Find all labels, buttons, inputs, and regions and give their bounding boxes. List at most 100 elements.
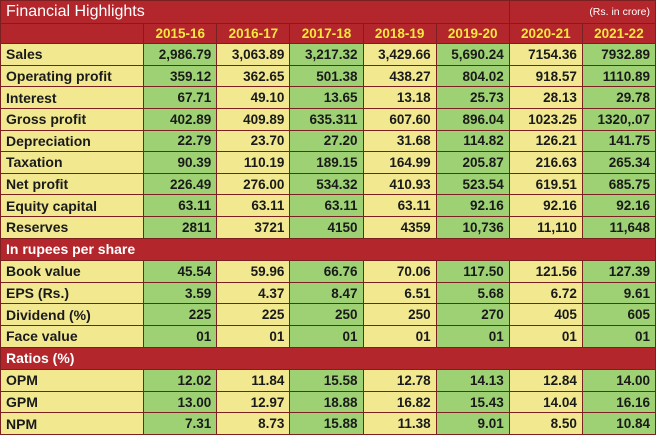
year-header: 2021-22: [581, 22, 656, 45]
table-row: EPS (Rs.) 3.59 4.37 8.47 6.51 5.68 6.72 9.61: [0, 281, 656, 305]
value-cell: 402.89: [143, 107, 218, 131]
value-cell: 1110.89: [581, 64, 656, 88]
row-label: Reserves: [0, 215, 145, 239]
value-cell: 11,648: [581, 215, 656, 239]
value-cell: 16.16: [581, 390, 656, 414]
value-cell: 45.54: [143, 260, 218, 283]
value-cell: 3,429.66: [362, 43, 437, 66]
value-cell: 3,217.32: [289, 43, 364, 66]
year-header: 2016-17: [216, 22, 291, 45]
row-label: Face value: [0, 324, 145, 348]
value-cell: 29.78: [581, 86, 656, 109]
value-cell: 121.56: [508, 260, 583, 283]
year-header: 2015-16: [143, 22, 218, 45]
value-cell: 3.59: [143, 281, 218, 305]
value-cell: 205.87: [435, 151, 510, 174]
value-cell: 7932.89: [581, 43, 656, 66]
value-cell: 1320,.07: [581, 107, 656, 131]
value-cell: 22.79: [143, 129, 218, 153]
row-label: Operating profit: [0, 64, 145, 88]
value-cell: 01: [362, 324, 437, 348]
value-cell: 523.54: [435, 172, 510, 196]
value-cell: 270: [435, 303, 510, 326]
value-cell: 438.27: [362, 64, 437, 88]
value-cell: 8.73: [216, 412, 291, 435]
value-cell: 49.10: [216, 86, 291, 109]
value-cell: 225: [216, 303, 291, 326]
value-cell: 141.75: [581, 129, 656, 153]
value-cell: 117.50: [435, 260, 510, 283]
value-cell: 11.38: [362, 412, 437, 435]
table-row: Equity capital 63.11 63.11 63.11 63.11 92.16 9…: [0, 194, 656, 217]
title-row: Financial Highlights (Rs. in crore): [0, 0, 656, 24]
value-cell: 11.84: [216, 369, 291, 392]
table-row: Operating profit 359.12 362.65 501.38 438.27…: [0, 64, 656, 88]
value-cell: 4150: [289, 215, 364, 239]
row-label: Taxation: [0, 151, 145, 174]
value-cell: 6.72: [508, 281, 583, 305]
year-header: 2019-20: [435, 22, 510, 45]
table-row: Sales 2,986.79 3,063.89 3,217.32 3,429.66 5,6…: [0, 43, 656, 66]
value-cell: 7.31: [143, 412, 218, 435]
value-cell: 15.43: [435, 390, 510, 414]
value-cell: 4359: [362, 215, 437, 239]
value-cell: 14.04: [508, 390, 583, 414]
section-heading: In rupees per share: [0, 237, 656, 262]
year-header: 2018-19: [362, 22, 437, 45]
value-cell: 12.97: [216, 390, 291, 414]
value-cell: 01: [435, 324, 510, 348]
table-row: Gross profit 402.89 409.89 635.311 607.60 896…: [0, 107, 656, 131]
value-cell: 5.68: [435, 281, 510, 305]
value-cell: 15.58: [289, 369, 364, 392]
value-cell: 5,690.24: [435, 43, 510, 66]
value-cell: 409.89: [216, 107, 291, 131]
value-cell: 90.39: [143, 151, 218, 174]
value-cell: 2811: [143, 215, 218, 239]
value-cell: 8.50: [508, 412, 583, 435]
table-row: GPM 13.00 12.97 18.88 16.82 15.43 14.04 16.16: [0, 390, 656, 414]
value-cell: 28.13: [508, 86, 583, 109]
value-cell: 3,063.89: [216, 43, 291, 66]
value-cell: 63.11: [143, 194, 218, 217]
table-row: Depreciation 22.79 23.70 27.20 31.68 114.82 12…: [0, 129, 656, 153]
value-cell: 225: [143, 303, 218, 326]
value-cell: 2,986.79: [143, 43, 218, 66]
value-cell: 01: [143, 324, 218, 348]
value-cell: 11,110: [508, 215, 583, 239]
value-cell: 92.16: [581, 194, 656, 217]
value-cell: 6.51: [362, 281, 437, 305]
value-cell: 250: [362, 303, 437, 326]
value-cell: 918.57: [508, 64, 583, 88]
value-cell: 3721: [216, 215, 291, 239]
value-cell: 01: [216, 324, 291, 348]
year-header: 2020-21: [508, 22, 583, 45]
row-label: NPM: [0, 412, 145, 435]
value-cell: 12.84: [508, 369, 583, 392]
row-label: Net profit: [0, 172, 145, 196]
value-cell: 607.60: [362, 107, 437, 131]
value-cell: 164.99: [362, 151, 437, 174]
value-cell: 01: [581, 324, 656, 348]
value-cell: 13.65: [289, 86, 364, 109]
table-row: Book value 45.54 59.96 66.76 70.06 117.50 121.…: [0, 260, 656, 283]
section-header-row: Ratios (%): [0, 346, 656, 371]
value-cell: 126.21: [508, 129, 583, 153]
value-cell: 635.311: [289, 107, 364, 131]
value-cell: 92.16: [508, 194, 583, 217]
table-row: NPM 7.31 8.73 15.88 11.38 9.01 8.50 10.84: [0, 412, 656, 435]
value-cell: 359.12: [143, 64, 218, 88]
value-cell: 59.96: [216, 260, 291, 283]
table-title: Financial Highlights: [0, 0, 510, 24]
value-cell: 25.73: [435, 86, 510, 109]
table-row: Dividend (%) 225 225 250 250 270 405 605: [0, 303, 656, 326]
row-label: Equity capital: [0, 194, 145, 217]
value-cell: 63.11: [362, 194, 437, 217]
row-label: GPM: [0, 390, 145, 414]
value-cell: 405: [508, 303, 583, 326]
value-cell: 804.02: [435, 64, 510, 88]
row-label: EPS (Rs.): [0, 281, 145, 305]
row-label: Gross profit: [0, 107, 145, 131]
value-cell: 110.19: [216, 151, 291, 174]
value-cell: 63.11: [289, 194, 364, 217]
value-cell: 31.68: [362, 129, 437, 153]
